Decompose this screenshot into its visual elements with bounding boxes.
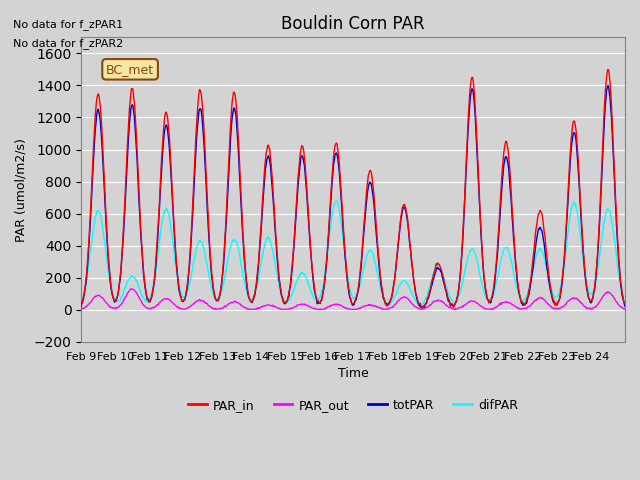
X-axis label: Time: Time <box>338 367 369 380</box>
Text: No data for f_zPAR1: No data for f_zPAR1 <box>13 19 123 30</box>
Text: BC_met: BC_met <box>106 63 154 76</box>
Legend: PAR_in, PAR_out, totPAR, difPAR: PAR_in, PAR_out, totPAR, difPAR <box>183 394 523 417</box>
Y-axis label: PAR (umol/m2/s): PAR (umol/m2/s) <box>15 138 28 241</box>
Text: No data for f_zPAR2: No data for f_zPAR2 <box>13 38 123 49</box>
Title: Bouldin Corn PAR: Bouldin Corn PAR <box>281 15 425 33</box>
